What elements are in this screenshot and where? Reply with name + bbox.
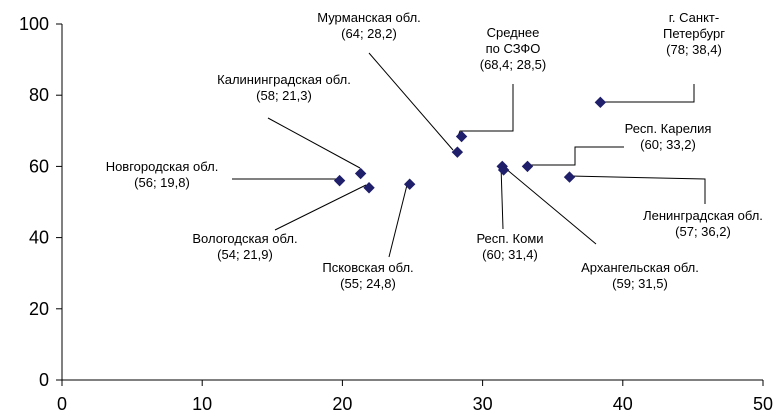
x-tick-label: 10 bbox=[192, 394, 212, 414]
y-tick-label: 0 bbox=[39, 370, 49, 390]
point-name-label: Вологодская обл. bbox=[192, 231, 297, 246]
point-name-label: Петербург bbox=[663, 26, 725, 41]
y-tick-label: 100 bbox=[19, 14, 49, 34]
point-coord-label: (59; 31,5) bbox=[612, 276, 668, 291]
x-tick-label: 30 bbox=[473, 394, 493, 414]
leader-lines bbox=[232, 52, 706, 258]
data-point-label: Архангельская обл.(59; 31,5) bbox=[581, 260, 699, 291]
leader-line bbox=[599, 84, 695, 103]
x-tick-label: 20 bbox=[332, 394, 352, 414]
point-coord-label: (68,4; 28,5) bbox=[480, 57, 547, 72]
point-name-label: Ленинградская обл. bbox=[643, 208, 763, 223]
leader-line bbox=[274, 184, 367, 231]
point-name-label: по СЗФО bbox=[486, 41, 541, 56]
data-point-label: Вологодская обл.(54; 21,9) bbox=[192, 231, 297, 262]
x-tick-label: 50 bbox=[753, 394, 773, 414]
point-name-label: Калининградская обл. bbox=[217, 72, 351, 87]
point-name-label: Респ. Карелия bbox=[625, 121, 712, 136]
data-points bbox=[333, 96, 607, 194]
leader-line bbox=[457, 84, 514, 137]
data-point-marker bbox=[451, 146, 464, 158]
y-tick-label: 60 bbox=[29, 156, 49, 176]
data-point-label: Калининградская обл.(58; 21,3) bbox=[217, 72, 351, 103]
data-point-marker bbox=[497, 164, 510, 176]
y-tick-label: 40 bbox=[29, 228, 49, 248]
point-coord-label: (56; 19,8) bbox=[134, 175, 190, 190]
point-coord-label: (54; 21,9) bbox=[217, 247, 273, 262]
leader-line bbox=[569, 175, 706, 204]
leader-line bbox=[528, 146, 624, 166]
data-point-marker bbox=[594, 96, 607, 109]
point-coord-label: (64; 28,2) bbox=[341, 26, 397, 41]
data-point-label: Ленинградская обл.(57; 36,2) bbox=[643, 208, 763, 239]
data-point-marker bbox=[354, 167, 367, 180]
data-point-marker bbox=[563, 171, 576, 183]
point-name-label: Псковская обл. bbox=[322, 260, 413, 275]
leader-line bbox=[388, 184, 408, 258]
data-point-label: Респ. Карелия(60; 33,2) bbox=[625, 121, 712, 152]
point-coord-label: (55; 24,8) bbox=[340, 276, 396, 291]
data-point-marker bbox=[333, 174, 346, 187]
data-point-marker bbox=[363, 182, 375, 194]
point-name-label: г. Санкт- bbox=[669, 10, 719, 25]
data-point-label: Псковская обл.(55; 24,8) bbox=[322, 260, 413, 291]
data-point-label: Мурманская обл.(64; 28,2) bbox=[317, 10, 421, 41]
leader-line bbox=[504, 167, 597, 245]
data-point-label: Новгородская обл.(56; 19,8) bbox=[106, 159, 219, 190]
data-point-marker bbox=[403, 178, 416, 190]
x-tick-label: 40 bbox=[613, 394, 633, 414]
point-name-label: Респ. Коми bbox=[476, 231, 543, 246]
data-point-label: г. Санкт-Петербург(78; 38,4) bbox=[663, 10, 725, 57]
point-coord-label: (60; 31,4) bbox=[482, 247, 538, 262]
leader-line bbox=[267, 117, 361, 169]
x-tick-label: 0 bbox=[57, 394, 67, 414]
leader-line bbox=[368, 52, 454, 151]
leader-line bbox=[500, 165, 504, 230]
y-tick-label: 80 bbox=[29, 85, 49, 105]
y-tick-label: 20 bbox=[29, 299, 49, 319]
data-point-marker bbox=[455, 130, 468, 143]
point-coord-label: (60; 33,2) bbox=[640, 137, 696, 152]
point-coord-label: (78; 38,4) bbox=[666, 42, 722, 57]
point-name-label: Архангельская обл. bbox=[581, 260, 699, 275]
point-name-label: Мурманская обл. bbox=[317, 10, 421, 25]
point-coord-label: (58; 21,3) bbox=[256, 88, 312, 103]
axes: 0 10 20 30 40 50 0 20 40 60 80 100 bbox=[19, 14, 773, 414]
point-name-label: Новгородская обл. bbox=[106, 159, 219, 174]
point-coord-label: (57; 36,2) bbox=[675, 224, 731, 239]
point-name-label: Среднее bbox=[487, 25, 540, 40]
data-point-label: Респ. Коми(60; 31,4) bbox=[476, 231, 543, 262]
data-point-marker bbox=[521, 160, 534, 173]
